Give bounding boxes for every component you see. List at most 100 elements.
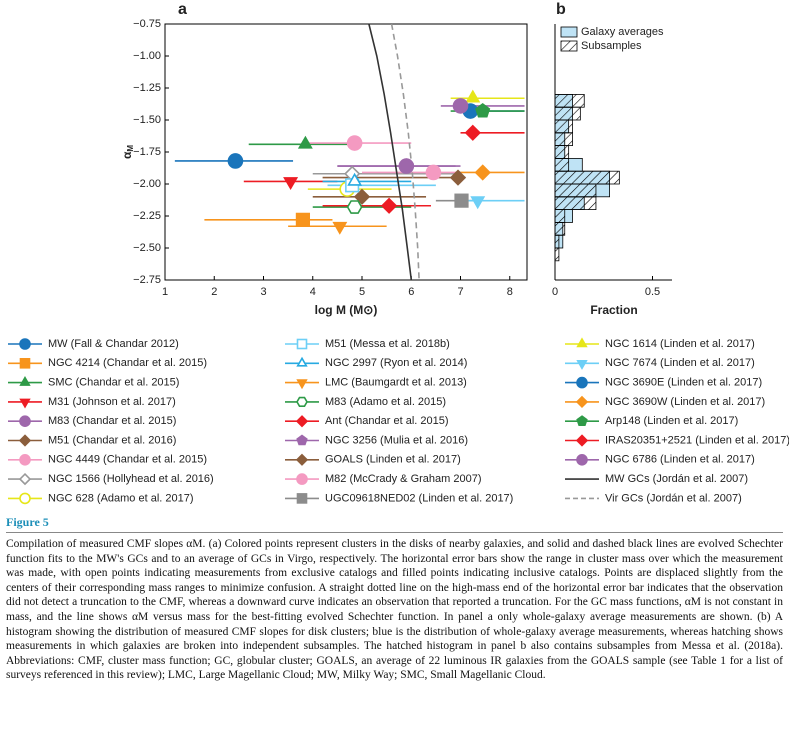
legend-marker	[19, 375, 31, 386]
panel-label: a	[178, 1, 187, 18]
legend-label: NGC 7674 (Linden et al. 2017)	[605, 357, 755, 369]
marker	[295, 212, 311, 227]
legend-marker	[19, 453, 31, 466]
marker	[475, 103, 491, 118]
x-tick-label: 4	[310, 286, 316, 298]
histogram-bar	[554, 234, 560, 249]
x-tick-label: 2	[211, 286, 217, 298]
marker	[470, 196, 486, 210]
y-tick-label: −1.00	[133, 50, 161, 62]
y-tick-label: −2.00	[133, 178, 161, 190]
x-tick-label: 8	[507, 286, 513, 298]
legend-marker	[576, 337, 588, 348]
legend-marker	[19, 398, 31, 409]
marker	[465, 89, 481, 103]
y-tick-label: −2.75	[133, 274, 161, 286]
marker	[474, 164, 491, 181]
histogram-bar	[554, 106, 581, 121]
x-tick-label: 0.5	[645, 286, 660, 298]
legend-swatch	[560, 40, 578, 52]
histogram-bar	[554, 221, 566, 236]
legend-label: MW (Fall & Chandar 2012)	[48, 338, 179, 350]
legend-marker	[576, 415, 588, 427]
legend-marker	[296, 338, 308, 350]
legend-label: NGC 1614 (Linden et al. 2017)	[605, 338, 755, 350]
caption: Compilation of measured CMF slopes αM. (…	[6, 538, 783, 682]
legend-marker	[296, 396, 308, 408]
legend-label: SMC (Chandar et al. 2015)	[48, 377, 179, 389]
legend-marker	[296, 473, 308, 485]
x-axis-label: Fraction	[590, 303, 637, 317]
legend-marker	[576, 359, 588, 370]
legend-label: Galaxy averages	[581, 26, 664, 38]
legend-marker	[295, 453, 309, 466]
marker	[332, 221, 348, 235]
x-tick-label: 1	[162, 286, 168, 298]
legend-marker	[19, 357, 31, 369]
histogram-bar	[554, 119, 573, 134]
x-tick-label: 5	[359, 286, 365, 298]
legend-marker	[296, 434, 308, 446]
legend-swatch	[560, 26, 578, 38]
x-tick-label: 0	[552, 286, 558, 298]
legend-label: Arp148 (Linden et al. 2017)	[605, 415, 738, 427]
legend-label: NGC 1566 (Hollyhead et al. 2016)	[48, 473, 214, 485]
legend-label: Vir GCs (Jordán et al. 2007)	[605, 492, 742, 504]
y-axis-label: αM	[120, 145, 135, 159]
legend-label: NGC 6786 (Linden et al. 2017)	[605, 454, 755, 466]
x-tick-label: 6	[408, 286, 414, 298]
x-axis-label: log M (M⊙)	[315, 303, 378, 317]
legend-marker	[575, 434, 589, 447]
figure-label: Figure 5	[6, 515, 49, 529]
legend-label: M82 (McCrady & Graham 2007)	[325, 473, 482, 485]
marker	[464, 124, 481, 141]
y-axis-symbol: α	[120, 151, 134, 159]
marker	[297, 135, 313, 149]
x-tick-label: 7	[457, 286, 463, 298]
rule	[6, 532, 783, 533]
legend-label: NGC 3256 (Mulia et al. 2016)	[325, 434, 468, 446]
histogram-bar	[554, 157, 570, 172]
legend-label: GOALS (Linden et al. 2017)	[325, 454, 461, 466]
legend-label: M83 (Adamo et al. 2015)	[325, 396, 446, 408]
legend-marker	[18, 434, 32, 447]
marker	[227, 153, 244, 169]
legend-marker	[575, 395, 589, 409]
legend-label: NGC 2997 (Ryon et al. 2014)	[325, 357, 467, 369]
legend-marker	[296, 356, 308, 367]
x-tick-label: 3	[260, 286, 266, 298]
gc-curve	[390, 23, 420, 281]
marker	[380, 197, 398, 214]
legend-label: M51 (Messa et al. 2018b)	[325, 338, 450, 350]
legend-label: LMC (Baumgardt et al. 2013)	[325, 377, 467, 389]
histogram-bar	[554, 209, 566, 223]
panel-label: b	[556, 1, 566, 18]
marker	[347, 172, 363, 186]
y-tick-label: −2.50	[133, 242, 161, 254]
marker	[449, 169, 467, 186]
legend-marker	[18, 472, 32, 486]
histogram-bar	[554, 170, 620, 185]
legend-marker	[576, 453, 588, 466]
legend-marker	[19, 338, 31, 350]
marker	[454, 193, 469, 208]
legend-label: M31 (Johnson et al. 2017)	[48, 396, 176, 408]
marker	[425, 164, 442, 181]
marker	[283, 177, 299, 190]
y-tick-label: −1.75	[133, 146, 161, 158]
legend-label: M83 (Chandar et al. 2015)	[48, 415, 176, 427]
histogram-bar	[554, 94, 585, 108]
legend-label: M51 (Chandar et al. 2016)	[48, 434, 176, 446]
legend-marker	[19, 415, 31, 428]
y-tick-label: −1.50	[133, 114, 161, 126]
legend-marker	[296, 493, 308, 504]
marker	[398, 158, 414, 173]
histogram-bar	[554, 145, 570, 159]
y-axis-subscript: M	[126, 145, 135, 152]
y-tick-label: −2.25	[133, 210, 161, 222]
histogram-bar	[554, 247, 560, 262]
legend-marker	[295, 415, 309, 428]
legend-marker	[19, 492, 31, 505]
histogram-bar	[554, 196, 597, 211]
